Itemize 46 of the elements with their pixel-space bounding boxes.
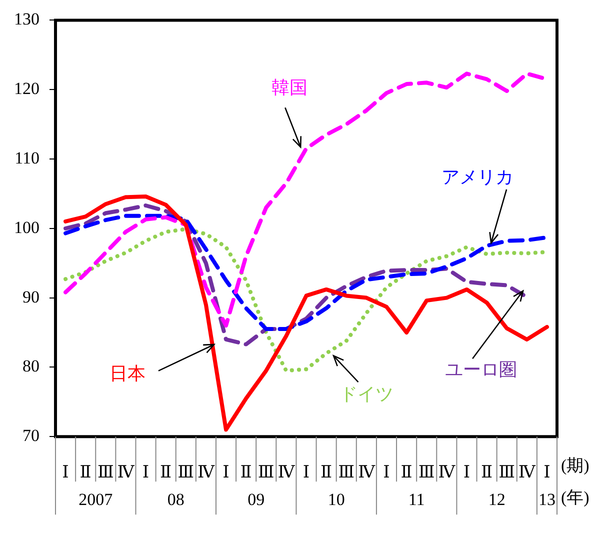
y-tick-label: 70 — [22, 426, 40, 446]
x-tick-label: Ⅱ — [160, 462, 172, 482]
x-tick-label: Ⅰ — [62, 462, 69, 482]
x-axis-title: (期) — [561, 456, 590, 476]
x-tick-label: Ⅰ — [463, 462, 470, 482]
x-tick-label: Ⅰ — [302, 462, 310, 482]
x-tick-label: Ⅳ — [197, 462, 216, 482]
x-tick-label: Ⅱ — [80, 462, 92, 482]
x-tick-label: Ⅲ — [178, 462, 194, 482]
x-tick-label: Ⅰ — [383, 462, 390, 482]
text: 2007 — [78, 490, 114, 510]
x-tick-label: Ⅰ — [222, 462, 230, 482]
x-tick-label: Ⅲ — [418, 462, 435, 482]
y-tick-label: 110 — [14, 148, 40, 168]
text: アメリカ — [442, 166, 514, 187]
x-tick-label: Ⅲ — [338, 462, 355, 482]
x-tick-label: Ⅱ — [400, 462, 412, 482]
x-tick-label: Ⅱ — [481, 462, 493, 482]
x-tick-label: Ⅳ — [278, 462, 296, 482]
y-tick-label: 100 — [14, 218, 40, 237]
x-tick-label: Ⅱ — [320, 462, 332, 482]
x-tick-label: Ⅳ — [358, 462, 376, 482]
x-tick-label: Ⅱ — [240, 462, 252, 482]
text: 10 — [328, 490, 345, 510]
text: 08 — [167, 490, 184, 510]
y-tick-label: 130 — [14, 10, 40, 29]
x-tick-label: Ⅳ — [117, 462, 136, 482]
text: 11 — [408, 490, 425, 510]
text: 日本 — [110, 363, 146, 384]
text: (年) — [561, 488, 590, 508]
x-tick-label: Ⅲ — [258, 462, 274, 482]
x-tick-label: Ⅲ — [498, 462, 516, 482]
text: 13 — [538, 490, 556, 510]
text: 12 — [488, 490, 506, 510]
x-tick-label: Ⅰ — [544, 462, 550, 482]
text: ユーロ圏 — [444, 360, 517, 380]
x-tick-label: Ⅳ — [518, 462, 536, 482]
y-tick-label: 90 — [22, 287, 40, 306]
y-tick-label: 120 — [14, 79, 40, 98]
y-tick-label: 80 — [22, 356, 40, 376]
x-tick-label: Ⅰ — [142, 462, 150, 482]
text: 韓国 — [271, 78, 308, 98]
x-tick-label: Ⅲ — [97, 462, 114, 482]
x-tick-label: Ⅳ — [438, 462, 456, 482]
text: 09 — [248, 490, 265, 510]
series-label: ドイツ — [339, 384, 394, 404]
